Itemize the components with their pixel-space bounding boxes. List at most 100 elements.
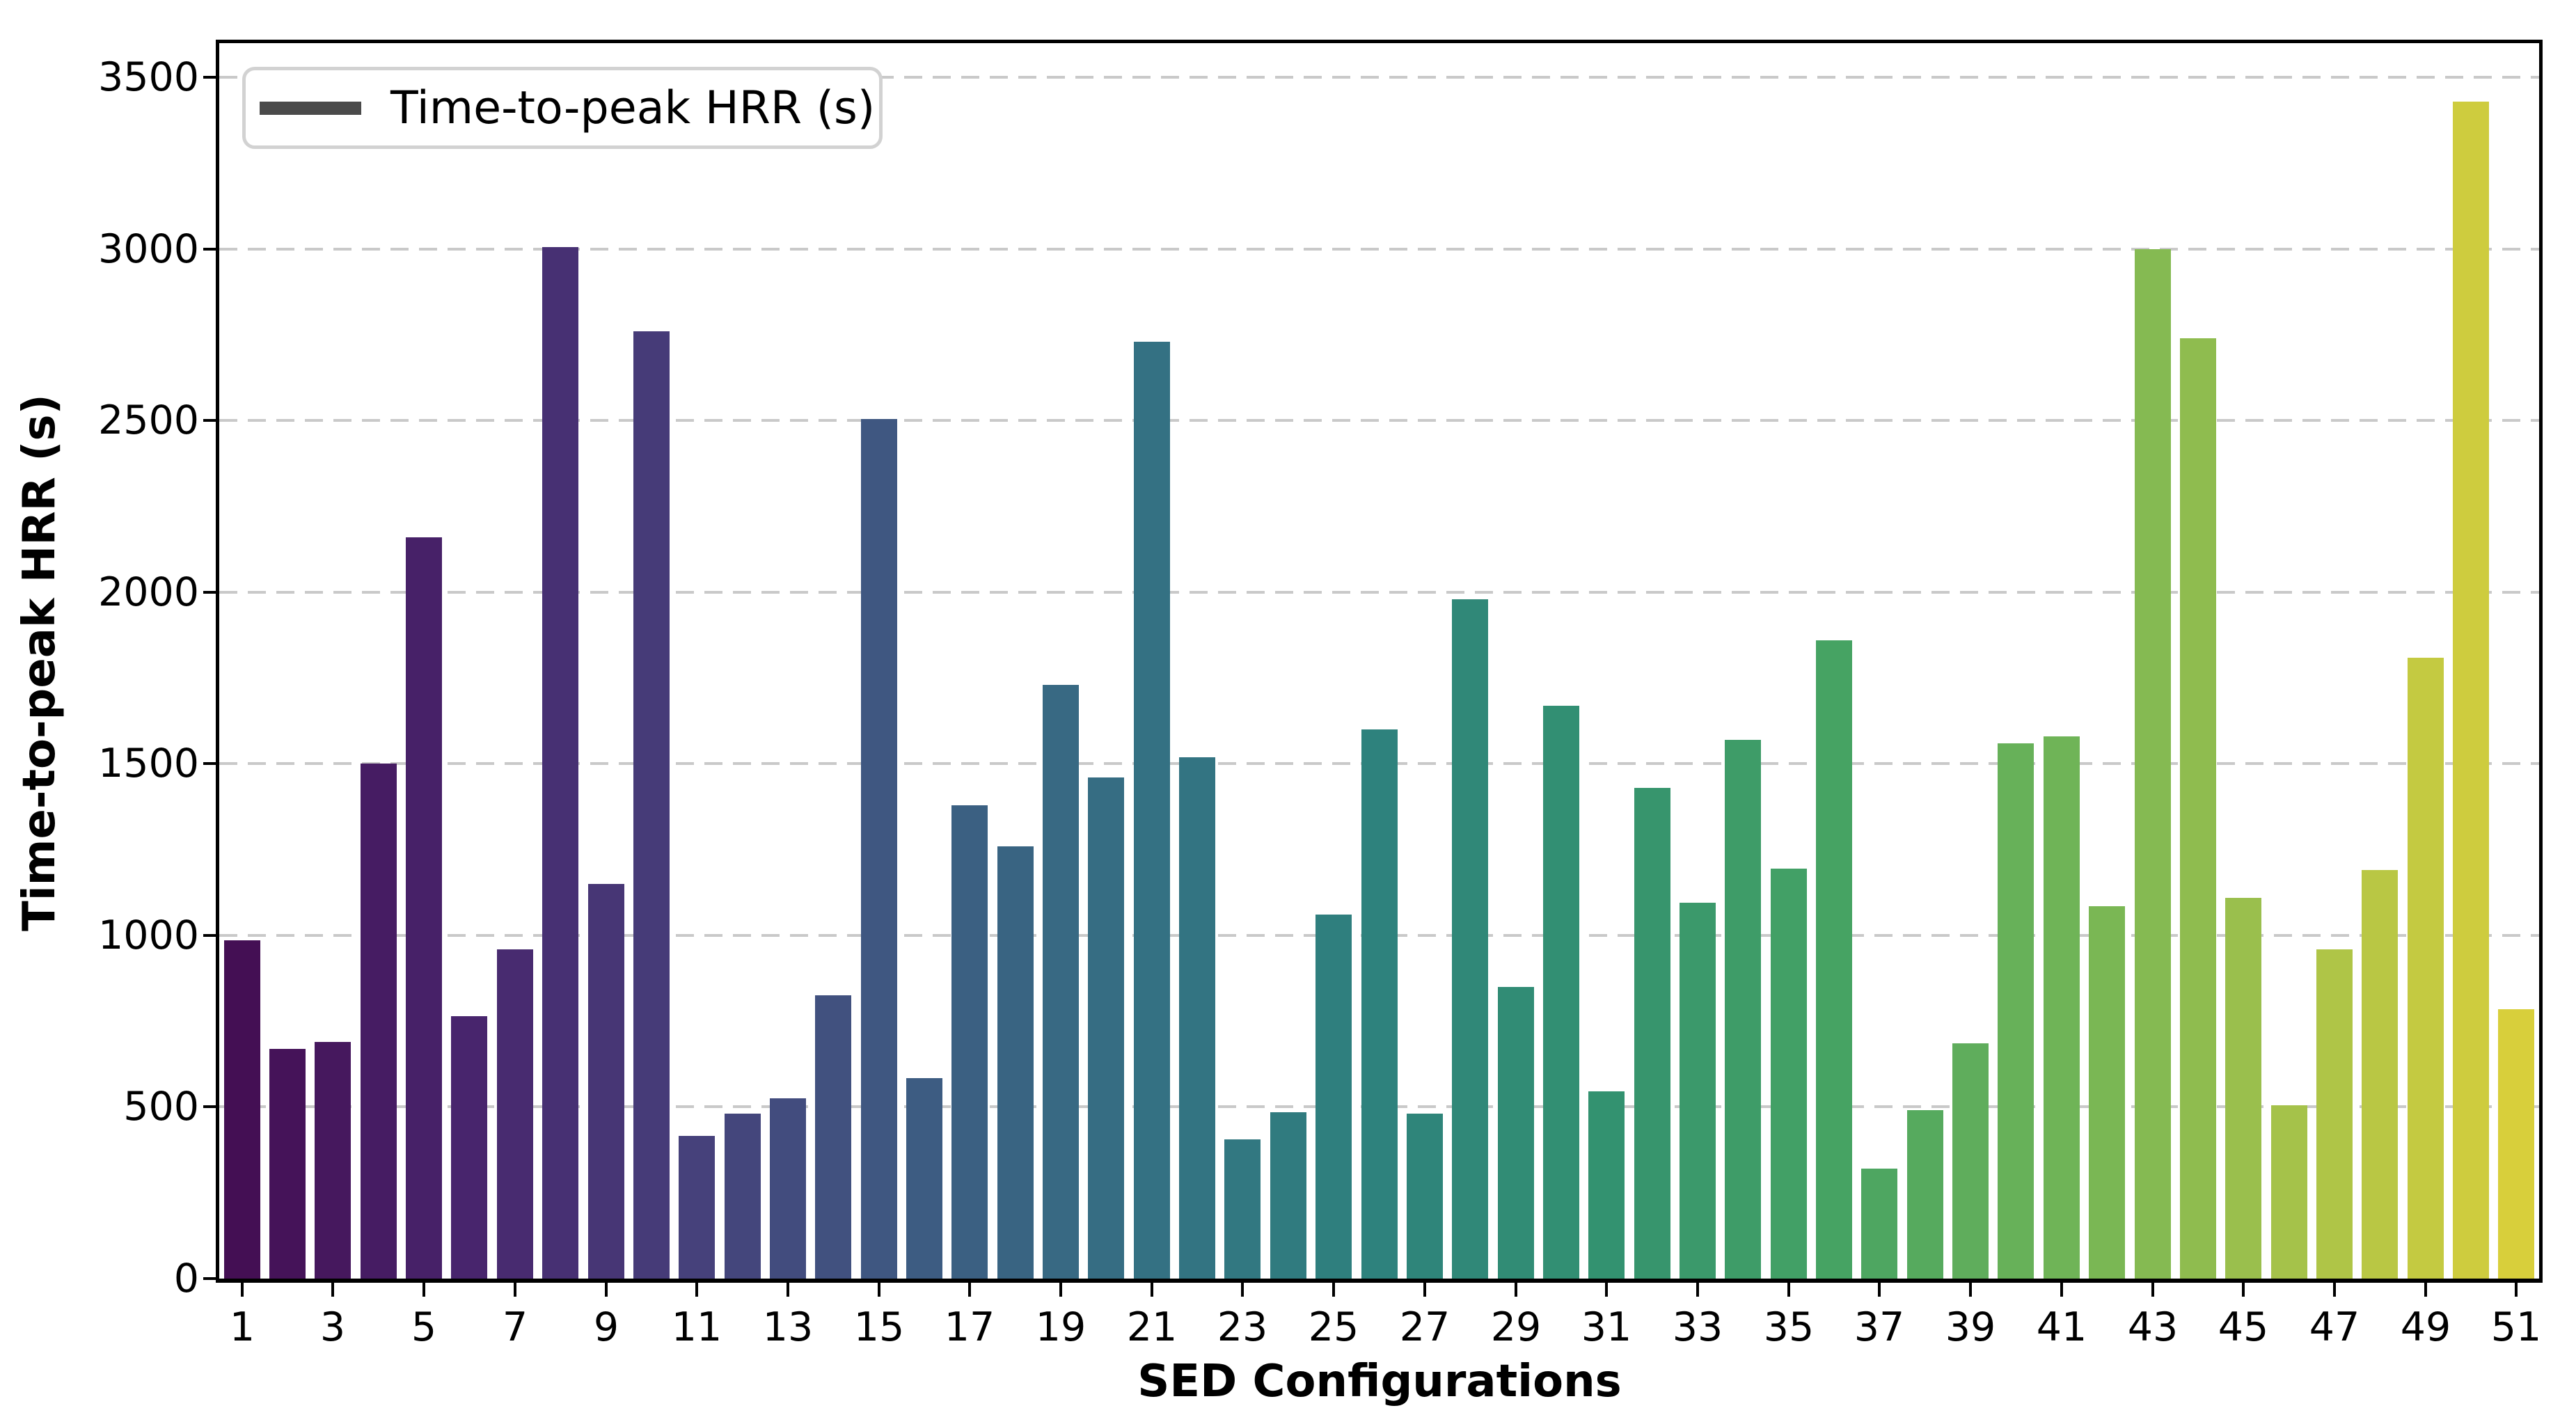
- x-tick-mark-21: [1151, 1283, 1153, 1297]
- x-axis-spine: [216, 1279, 2543, 1283]
- x-tick-label-47: 47: [2309, 1304, 2360, 1350]
- x-tick-mark-27: [1423, 1283, 1426, 1297]
- bar-config-24: [1270, 1112, 1306, 1279]
- bar-config-10: [633, 331, 670, 1279]
- y-tick-mark-1500: [203, 762, 219, 765]
- legend-label: Time-to-peak HRR (s): [390, 81, 876, 134]
- bar-config-3: [315, 1042, 351, 1279]
- x-tick-mark-7: [514, 1283, 516, 1297]
- bar-config-41: [2044, 736, 2080, 1279]
- bar-config-20: [1088, 777, 1124, 1279]
- x-tick-label-1: 1: [229, 1304, 255, 1350]
- gridline-y3000: [219, 247, 2539, 251]
- bar-config-45: [2225, 898, 2261, 1279]
- bar-config-33: [1680, 903, 1716, 1279]
- x-tick-mark-33: [1696, 1283, 1699, 1297]
- x-tick-label-49: 49: [2400, 1304, 2451, 1350]
- bar-config-4: [361, 764, 397, 1279]
- y-tick-label-2500: 2500: [97, 397, 199, 443]
- x-tick-label-7: 7: [502, 1304, 528, 1350]
- gridline-y3500: [219, 76, 2539, 79]
- bar-config-38: [1907, 1110, 1943, 1279]
- x-tick-label-43: 43: [2127, 1304, 2179, 1350]
- x-tick-mark-1: [241, 1283, 244, 1297]
- legend-box: Time-to-peak HRR (s): [242, 67, 883, 149]
- bar-config-5: [406, 537, 442, 1279]
- y-tick-mark-3500: [203, 76, 219, 79]
- x-tick-label-51: 51: [2490, 1304, 2542, 1350]
- bar-config-13: [770, 1098, 806, 1279]
- x-tick-label-41: 41: [2036, 1304, 2087, 1350]
- bar-config-25: [1315, 915, 1352, 1279]
- y-tick-label-3500: 3500: [97, 54, 199, 100]
- bar-config-17: [951, 805, 988, 1279]
- bar-config-34: [1725, 740, 1761, 1279]
- x-tick-label-31: 31: [1581, 1304, 1632, 1350]
- plot-area: [216, 40, 2543, 1283]
- x-tick-label-33: 33: [1672, 1304, 1723, 1350]
- x-tick-mark-37: [1878, 1283, 1881, 1297]
- x-tick-label-3: 3: [319, 1304, 346, 1350]
- bar-config-40: [1998, 743, 2034, 1279]
- x-tick-mark-5: [422, 1283, 425, 1297]
- x-tick-label-37: 37: [1854, 1304, 1905, 1350]
- x-tick-label-5: 5: [411, 1304, 437, 1350]
- bar-config-7: [497, 949, 533, 1279]
- bar-config-27: [1407, 1114, 1443, 1279]
- y-tick-mark-3000: [203, 248, 219, 251]
- x-tick-label-45: 45: [2218, 1304, 2269, 1350]
- bar-config-48: [2362, 870, 2398, 1279]
- bar-config-30: [1543, 706, 1579, 1279]
- bar-config-22: [1179, 757, 1215, 1279]
- gridline-y2000: [219, 590, 2539, 594]
- y-tick-mark-500: [203, 1105, 219, 1108]
- bar-config-12: [725, 1114, 761, 1279]
- x-tick-mark-13: [787, 1283, 789, 1297]
- x-tick-label-35: 35: [1763, 1304, 1815, 1350]
- bar-config-23: [1224, 1139, 1261, 1279]
- x-tick-mark-31: [1605, 1283, 1608, 1297]
- bar-config-14: [815, 995, 851, 1279]
- x-tick-mark-17: [968, 1283, 971, 1297]
- x-tick-mark-51: [2515, 1283, 2518, 1297]
- y-tick-label-500: 500: [123, 1084, 199, 1130]
- x-tick-label-21: 21: [1126, 1304, 1178, 1350]
- bar-config-39: [1952, 1043, 1989, 1279]
- bar-config-6: [451, 1016, 487, 1279]
- x-tick-label-9: 9: [593, 1304, 619, 1350]
- bar-config-11: [679, 1136, 715, 1279]
- top-spine: [216, 40, 2543, 43]
- bar-config-47: [2316, 949, 2353, 1279]
- bar-config-42: [2089, 906, 2125, 1279]
- right-spine: [2539, 40, 2543, 1283]
- bar-config-16: [906, 1078, 942, 1279]
- bar-config-18: [997, 846, 1034, 1279]
- y-tick-label-3000: 3000: [97, 226, 199, 272]
- x-tick-label-19: 19: [1035, 1304, 1086, 1350]
- x-tick-label-13: 13: [762, 1304, 814, 1350]
- x-tick-label-11: 11: [671, 1304, 722, 1350]
- y-tick-mark-2500: [203, 419, 219, 422]
- y-axis-title: Time-to-peak HRR (s): [14, 394, 65, 931]
- x-tick-mark-45: [2242, 1283, 2245, 1297]
- bar-config-8: [542, 247, 578, 1279]
- y-tick-label-2000: 2000: [97, 569, 199, 615]
- legend-line-swatch: [260, 101, 361, 115]
- x-tick-mark-39: [1969, 1283, 1972, 1297]
- x-tick-mark-3: [331, 1283, 334, 1297]
- x-tick-label-15: 15: [853, 1304, 905, 1350]
- bar-config-21: [1134, 342, 1170, 1279]
- bar-config-51: [2498, 1009, 2534, 1279]
- left-spine: [216, 40, 219, 1283]
- x-tick-mark-35: [1787, 1283, 1790, 1297]
- x-tick-label-39: 39: [1945, 1304, 1996, 1350]
- x-axis-title: SED Configurations: [1137, 1356, 1622, 1407]
- bar-config-2: [269, 1049, 306, 1279]
- y-tick-mark-0: [203, 1277, 219, 1280]
- y-tick-mark-2000: [203, 591, 219, 594]
- y-tick-label-0: 0: [173, 1256, 199, 1302]
- bar-config-50: [2453, 102, 2489, 1279]
- x-tick-mark-11: [695, 1283, 698, 1297]
- bar-config-26: [1361, 729, 1398, 1279]
